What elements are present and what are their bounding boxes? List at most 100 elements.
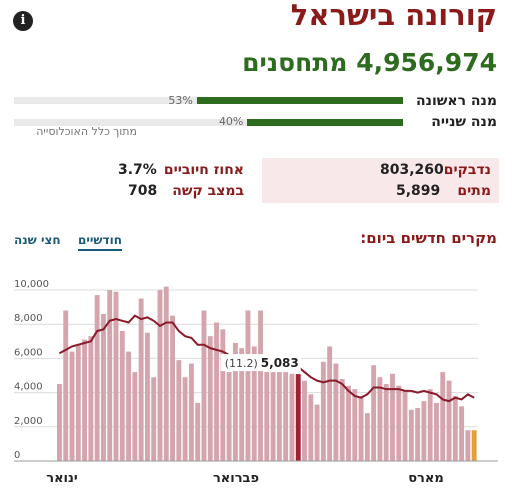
- chart-bar: [258, 310, 263, 461]
- chart-bar: [176, 360, 182, 461]
- chart-bar: [232, 343, 238, 461]
- chart-bar: [459, 406, 465, 461]
- chart-bar: [440, 372, 446, 461]
- chart-bar: [427, 389, 433, 461]
- highlight-annotation-text: (11.2): [225, 357, 258, 370]
- chart-bar: [245, 310, 251, 461]
- chart-bar: [94, 295, 100, 461]
- chart-bar: [471, 430, 477, 461]
- y-tick-label: 10,000: [14, 279, 49, 290]
- severe-value: 708: [128, 183, 158, 199]
- chart-bar: [170, 315, 176, 461]
- chart-bar: [69, 351, 75, 461]
- chart-bar: [364, 413, 370, 461]
- infected-dead-box: נדבקים 803,260 מתים 5,899: [262, 158, 499, 203]
- info-icon[interactable]: i: [13, 11, 33, 31]
- chart-bar: [113, 291, 119, 461]
- chart-bar: [352, 389, 358, 461]
- infected-label: נדבקים: [443, 162, 491, 178]
- chart-bar: [132, 372, 138, 461]
- chart-bar: [452, 396, 458, 461]
- chart-bar: [327, 346, 333, 461]
- highlight-value: 5,083: [261, 356, 299, 370]
- chart-bar: [402, 390, 408, 461]
- dose1-percent: 53%: [168, 94, 193, 107]
- chart-bar: [107, 290, 113, 461]
- chart-bar: [465, 430, 471, 461]
- chart-bar: [220, 329, 226, 461]
- chart-bar: [126, 351, 132, 461]
- vaccinated-label: מתחסנים: [242, 48, 348, 77]
- chart-bar: [270, 372, 276, 461]
- chart-bar: [421, 401, 427, 461]
- chart-bar: [289, 373, 295, 461]
- chart-bar: [157, 290, 163, 461]
- y-tick-label: 2,000: [14, 416, 43, 427]
- chart-bar: [415, 407, 421, 461]
- positive-severe-box: אחוז חיוביים 3.7% במצב קשה 708: [14, 158, 252, 203]
- tab-two-months[interactable]: חודשיים: [78, 233, 122, 251]
- vaccinated-summary: 4,956,974 מתחסנים: [242, 48, 497, 77]
- dose1-label: מנה ראשונה: [416, 93, 497, 109]
- population-note: מתוך כלל האוכלוסייה: [36, 125, 137, 138]
- chart-bar: [446, 380, 452, 461]
- dead-label: מתים: [457, 183, 491, 199]
- y-tick-label: 4,000: [14, 382, 43, 393]
- chart-bar: [182, 377, 188, 461]
- chart-bar: [226, 372, 232, 461]
- chart-bar: [138, 298, 144, 461]
- chart-bar: [333, 363, 339, 461]
- chart-bar: [207, 336, 213, 461]
- chart-bar: [163, 286, 169, 461]
- vaccinated-value: 4,956,974: [356, 48, 497, 77]
- chart-bar: [75, 344, 81, 461]
- chart-bar: [144, 332, 150, 461]
- month-label: פברואר: [213, 471, 259, 486]
- chart-bar: [302, 380, 307, 461]
- tab-half-year[interactable]: חצי שנה: [14, 233, 61, 247]
- month-label: ינואר: [46, 471, 77, 486]
- positive-label: אחוז חיוביים: [163, 162, 244, 178]
- month-label: מארס: [408, 471, 444, 486]
- positive-value: 3.7%: [118, 162, 157, 178]
- dose2-percent: 40%: [218, 115, 244, 128]
- chart-bar: [88, 336, 94, 461]
- chart-bar: [358, 396, 364, 461]
- dose1-track: [14, 97, 403, 104]
- chart-bar: [283, 372, 289, 461]
- dose2-label: מנה שנייה: [431, 114, 497, 130]
- dead-value: 5,899: [396, 183, 441, 199]
- dose2-track: [14, 119, 403, 126]
- chart-bar: [119, 331, 125, 461]
- chart-bar: [239, 348, 245, 461]
- y-tick-label: 8,000: [14, 313, 43, 324]
- severe-label: במצב קשה: [172, 183, 244, 199]
- chart-bar: [214, 322, 219, 461]
- chart-bar: [276, 372, 282, 461]
- x-axis-months: ינואר פברואר מארס: [14, 460, 498, 486]
- chart-bar: [264, 372, 270, 461]
- chart-bar: [346, 385, 351, 461]
- chart-bar: [383, 384, 389, 461]
- dose2-progress-bar: [247, 119, 403, 126]
- annotation-background: [220, 354, 301, 372]
- chart-bar: [151, 377, 157, 461]
- chart-bar: [390, 373, 395, 461]
- y-tick-label: 6,000: [14, 347, 43, 358]
- chart-bar: [396, 385, 402, 461]
- chart-bar: [100, 313, 106, 461]
- chart-bar: [371, 365, 377, 461]
- chart-bar: [295, 374, 301, 461]
- chart-bar: [377, 377, 383, 461]
- chart-bar: [195, 402, 201, 461]
- chart-bars: [57, 286, 477, 461]
- chart-bar: [63, 310, 69, 461]
- chart-bar: [434, 402, 439, 461]
- y-tick-label: 0: [14, 450, 20, 461]
- page-title: קורונה בישראל: [290, 0, 497, 32]
- chart-bar: [201, 310, 207, 461]
- highlight-annotation: 5,083(11.2): [220, 354, 301, 372]
- chart-bar: [314, 404, 320, 461]
- chart-bar: [57, 384, 62, 461]
